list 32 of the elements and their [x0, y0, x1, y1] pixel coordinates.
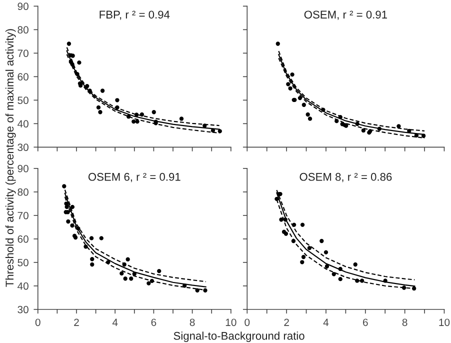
x-tick-label: 8: [402, 318, 408, 326]
y-tick-label: 60: [18, 235, 28, 243]
y-tick-label: 30: [18, 144, 28, 152]
y-tick-label: 80: [18, 26, 28, 34]
y-tick-label: 70: [18, 50, 28, 58]
y-axis-title: Threshold of activity (percentage of maximal activity): [5, 29, 16, 287]
x-tick-label: 0: [35, 318, 40, 326]
x-axis-title: Signal-to-Background ratio: [174, 332, 304, 342]
x-tick-label: 0: [244, 318, 250, 326]
x-tick-label: 10: [439, 318, 450, 326]
x-tick-label: 8: [190, 318, 195, 326]
y-tick-label: 80: [18, 188, 28, 196]
x-tick-label: 6: [151, 318, 156, 326]
y-tick-label: 60: [18, 73, 28, 81]
y-tick-label: 40: [18, 282, 28, 290]
x-tick-label: 4: [112, 318, 118, 326]
y-tick-label: 90: [18, 164, 28, 172]
y-tick-label: 90: [18, 2, 28, 10]
y-tick-label: 70: [18, 212, 28, 220]
chart-title: OSEM 8, r ² = 0.86: [300, 172, 392, 182]
chart-title: OSEM, r ² = 0.91: [304, 10, 387, 20]
y-tick-label: 30: [18, 306, 28, 314]
y-tick-label: 50: [18, 96, 28, 104]
x-tick-label: 2: [284, 318, 289, 326]
chart-title: FBP, r ² = 0.94: [100, 10, 170, 20]
x-tick-label: 6: [363, 318, 368, 326]
y-tick-label: 50: [18, 258, 28, 266]
x-tick-label: 4: [323, 318, 329, 326]
x-tick-label: 2: [74, 318, 79, 326]
x-tick-label: 10: [226, 318, 236, 326]
chart-title: OSEM 6, r ² = 0.91: [88, 172, 180, 182]
y-tick-label: 40: [18, 120, 28, 128]
